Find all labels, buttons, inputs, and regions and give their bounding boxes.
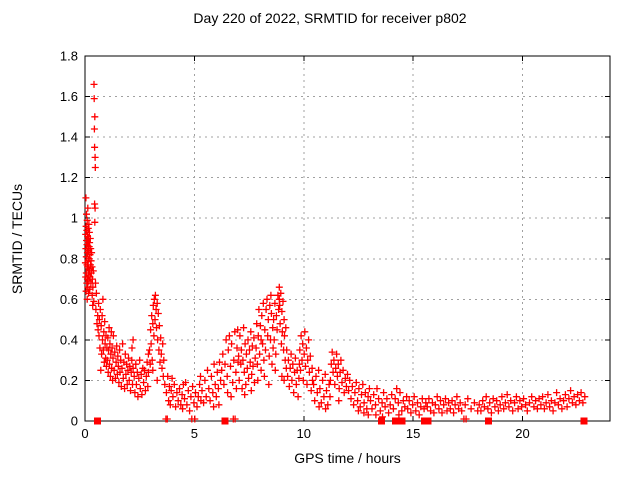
svg-text:1.4: 1.4: [60, 130, 78, 145]
tick-labels: 0 5 10 15 20 0 0.2 0.4 0.6 0.8 1 1.2 1.4 1.6 1.8: [60, 49, 530, 442]
svg-text:0.8: 0.8: [60, 251, 78, 266]
scatter-points: [81, 80, 589, 423]
plot-border: [84, 55, 611, 422]
svg-text:0: 0: [71, 414, 78, 429]
flagged-point-markers: [94, 417, 588, 425]
tick-marks: [84, 55, 610, 422]
svg-text:20: 20: [515, 426, 529, 441]
svg-text:0.4: 0.4: [60, 332, 78, 347]
svg-text:0: 0: [81, 426, 88, 441]
chart-title: Day 220 of 2022, SRMTID for receiver p80…: [193, 10, 467, 26]
svg-text:0.6: 0.6: [60, 292, 78, 307]
svg-text:1.2: 1.2: [60, 170, 78, 185]
svg-text:15: 15: [406, 426, 420, 441]
grid-layer: [85, 56, 610, 421]
svg-text:1.8: 1.8: [60, 49, 78, 64]
svg-text:1.6: 1.6: [60, 89, 78, 104]
svg-text:5: 5: [191, 426, 198, 441]
svg-text:1: 1: [71, 211, 78, 226]
x-axis-label: GPS time / hours: [294, 450, 401, 466]
svg-text:0.2: 0.2: [60, 373, 78, 388]
svg-text:10: 10: [297, 426, 311, 441]
